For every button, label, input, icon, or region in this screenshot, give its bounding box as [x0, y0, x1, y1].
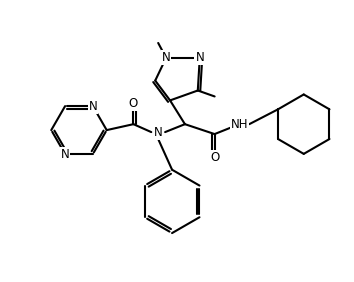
- Text: N: N: [61, 147, 69, 161]
- Text: O: O: [210, 151, 219, 164]
- Text: NH: NH: [230, 118, 248, 131]
- Text: N: N: [195, 51, 204, 64]
- Text: N: N: [154, 125, 162, 138]
- Text: N: N: [162, 51, 171, 64]
- Text: O: O: [129, 97, 138, 110]
- Text: N: N: [88, 100, 97, 113]
